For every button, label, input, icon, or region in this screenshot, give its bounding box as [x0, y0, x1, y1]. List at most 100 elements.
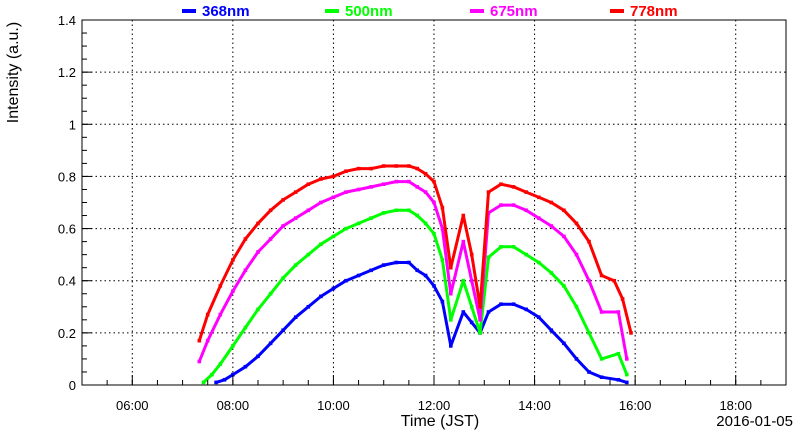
data-point [256, 354, 260, 359]
data-point [440, 299, 445, 304]
data-point [415, 268, 419, 273]
data-point [461, 278, 466, 283]
data-point [599, 273, 604, 278]
data-point [243, 268, 248, 273]
data-point [625, 372, 629, 377]
data-point [423, 273, 428, 278]
data-point [231, 258, 235, 262]
data-point [511, 203, 516, 207]
data-points [197, 164, 633, 385]
y-tick-label: 0.8 [58, 169, 76, 184]
grid [82, 20, 786, 385]
data-point [537, 260, 541, 265]
data-point [407, 164, 411, 168]
series-778nm [197, 164, 633, 343]
data-point [511, 302, 516, 306]
data-point [331, 195, 336, 200]
data-point [469, 305, 474, 309]
data-point [268, 291, 273, 296]
data-point [214, 380, 218, 385]
legend-label: 368nm [202, 3, 250, 20]
y-tick-label: 1 [69, 117, 76, 132]
data-point [511, 185, 516, 189]
data-point [574, 357, 579, 361]
data-point [423, 172, 428, 176]
series-368nm [214, 260, 629, 385]
data-point [293, 216, 298, 220]
data-point [205, 312, 210, 317]
data-point [344, 190, 348, 194]
data-point [407, 179, 411, 184]
data-point [306, 208, 311, 213]
data-point [574, 252, 579, 257]
data-point [231, 372, 235, 377]
data-point [562, 341, 566, 346]
x-tick-label: 12:00 [418, 398, 451, 413]
y-tick-label: 0 [69, 378, 76, 393]
data-point [243, 325, 248, 330]
data-point [331, 174, 336, 179]
y-tick-label: 0.2 [58, 326, 76, 341]
data-point [344, 169, 348, 173]
data-point [344, 226, 348, 231]
data-point [197, 359, 202, 364]
data-point [469, 252, 474, 257]
y-tick-label: 1.2 [58, 65, 76, 80]
data-point [293, 190, 298, 194]
data-point [256, 250, 260, 254]
x-tick-label: 16:00 [619, 398, 652, 413]
axis-ticks: 06:00 08:00 10:00 12:00 14:00 16:00 18:00 0 0.2 0… [58, 13, 787, 413]
data-point [369, 166, 373, 171]
data-point [478, 331, 482, 335]
data-point [562, 284, 566, 288]
data-point [306, 305, 311, 309]
y-tick-label: 0.6 [58, 222, 76, 237]
y-axis-title: Intensity (a.u.) [5, 22, 22, 123]
data-point [423, 190, 428, 194]
data-point [486, 255, 491, 259]
data-point [537, 315, 541, 319]
data-point [256, 307, 260, 312]
data-point [356, 273, 361, 278]
data-point [381, 263, 386, 267]
x-tick-label: 18:00 [719, 398, 752, 413]
y-tick-label: 0.4 [58, 274, 76, 289]
data-point [599, 310, 604, 314]
data-point [415, 213, 419, 218]
data-point [394, 208, 399, 213]
legend-label: 500nm [345, 3, 393, 20]
y-tick-label: 1.4 [58, 13, 76, 28]
data-point [306, 182, 311, 186]
series-500nm [201, 208, 629, 385]
data-point [394, 179, 399, 184]
x-axis-title: Time (JST) [401, 413, 480, 430]
data-point [415, 185, 419, 189]
x-tick-label: 14:00 [518, 398, 551, 413]
data-point [587, 370, 591, 374]
data-point [599, 375, 604, 379]
data-point [331, 286, 336, 291]
x-tick-label: 08:00 [217, 398, 250, 413]
legend-label: 675nm [490, 3, 538, 20]
data-point [423, 221, 428, 226]
data-point [268, 208, 273, 213]
data-point [449, 344, 453, 348]
data-point [319, 242, 323, 246]
data-point [201, 380, 206, 385]
data-point [243, 237, 248, 241]
data-point [478, 305, 482, 309]
data-point [281, 224, 285, 228]
data-point [499, 182, 503, 186]
data-point [625, 357, 629, 361]
series-line-500nm [202, 208, 629, 384]
data-point [293, 263, 298, 267]
data-point [524, 208, 528, 213]
data-point [499, 302, 503, 306]
data-point [524, 252, 528, 257]
data-point [268, 237, 273, 241]
data-point [469, 278, 474, 283]
data-point [432, 200, 436, 205]
data-point [574, 305, 579, 309]
data-point [432, 232, 436, 236]
